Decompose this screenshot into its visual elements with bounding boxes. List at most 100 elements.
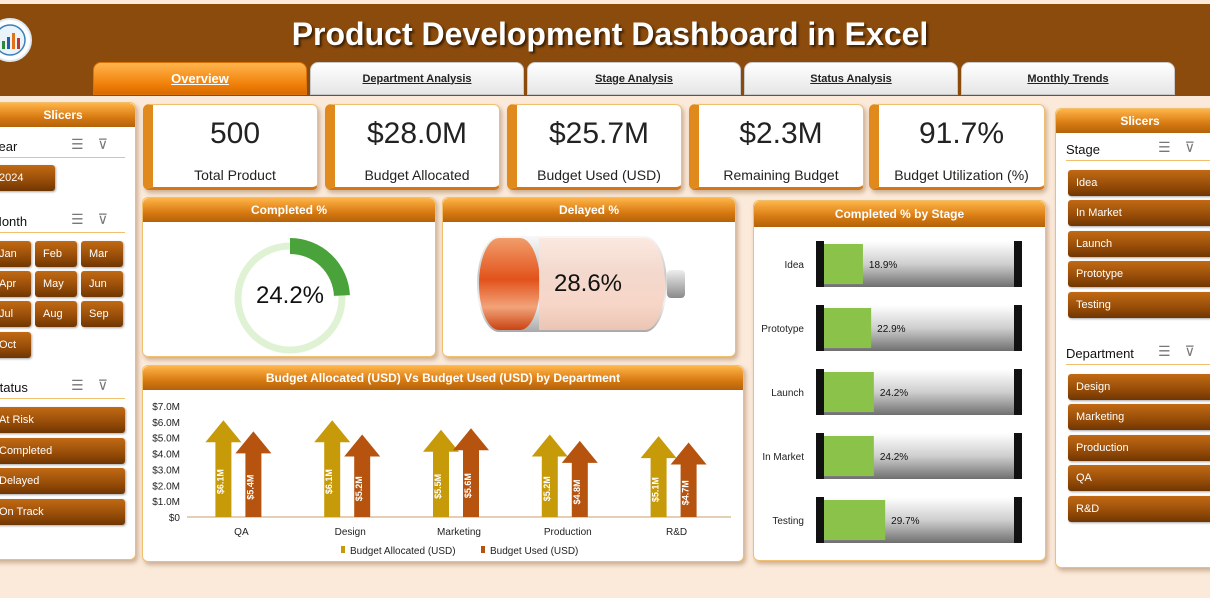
left-slicer-title: Slicers xyxy=(0,103,135,127)
clear-filter-icon[interactable]: ⊽ xyxy=(97,136,108,152)
clear-filter-icon[interactable]: ⊽ xyxy=(1184,139,1195,155)
month-item-may[interactable]: May xyxy=(35,271,77,297)
month-item-sep[interactable]: Sep xyxy=(81,301,123,327)
y-tick-label: $2.0M xyxy=(152,481,180,492)
stage-label: Testing xyxy=(772,516,804,527)
tab-overview[interactable]: Overview xyxy=(93,62,307,95)
bar-data-label: $6.1M xyxy=(215,469,225,494)
kpi-remaining-budget: $2.3M Remaining Budget xyxy=(689,104,864,190)
stage-data-label: 22.9% xyxy=(877,324,905,335)
month-item-apr[interactable]: Apr xyxy=(0,271,31,297)
department-item-production[interactable]: Production xyxy=(1068,435,1210,461)
month-item-jul[interactable]: Jul xyxy=(0,301,31,327)
stage-item-launch[interactable]: Launch xyxy=(1068,231,1210,257)
x-tick-label: Production xyxy=(544,527,592,538)
page-title: Product Development Dashboard in Excel xyxy=(291,16,929,52)
month-item-jun[interactable]: Jun xyxy=(81,271,123,297)
stage-track-cap-right xyxy=(1014,497,1022,543)
battery-fill xyxy=(479,238,540,330)
month-item-mar[interactable]: Mar xyxy=(81,241,123,267)
status-item-on-track[interactable]: On Track xyxy=(0,499,125,525)
stage-data-label: 24.2% xyxy=(880,452,908,463)
delayed-title: Delayed % xyxy=(443,198,735,222)
tab-department-analysis[interactable]: Department Analysis xyxy=(310,62,524,95)
bar-data-label: $4.8M xyxy=(572,479,582,504)
department-item-rd[interactable]: R&D xyxy=(1068,496,1210,522)
stage-item-idea[interactable]: Idea xyxy=(1068,170,1210,196)
bar-data-label: $4.7M xyxy=(681,480,691,505)
status-slicer-label: Status xyxy=(0,380,28,395)
month-item-jan[interactable]: Jan xyxy=(0,241,31,267)
legend-used-swatch xyxy=(481,546,485,553)
y-tick-label: $3.0M xyxy=(152,465,180,476)
bar-data-label: $5.2M xyxy=(542,476,552,501)
budget-chart-title: Budget Allocated (USD) Vs Budget Used (U… xyxy=(143,366,743,390)
stage-chart-title: Completed % by Stage xyxy=(754,201,1045,227)
bar-data-label: $5.5M xyxy=(433,474,443,499)
stage-bar xyxy=(824,372,874,412)
stage-label: Idea xyxy=(785,260,805,271)
tab-stage-analysis[interactable]: Stage Analysis xyxy=(527,62,741,95)
allocated-bar xyxy=(314,420,351,517)
legend-label: Budget Allocated (USD) xyxy=(350,546,456,557)
kpi-value: 91.7% xyxy=(918,117,1005,150)
kpi-label: Budget Allocated xyxy=(364,167,470,183)
legend-label: Budget Used (USD) xyxy=(490,546,578,557)
status-item-completed[interactable]: Completed xyxy=(0,438,125,464)
allocated-bar xyxy=(205,420,242,517)
tab-status-analysis[interactable]: Status Analysis xyxy=(744,62,958,95)
used-bar xyxy=(344,434,381,517)
status-slicer-header: Status ☰ ⊽ xyxy=(0,377,125,399)
department-item-design[interactable]: Design xyxy=(1068,374,1210,400)
allocated-bar xyxy=(640,436,677,517)
budget-chart: $0 $1.0M $2.0M $3.0M $4.0M $5.0M $6.0M $7.0M $6.… xyxy=(152,402,731,557)
month-slicer-header: Month ☰ ⊽ xyxy=(0,211,125,233)
multi-select-icon[interactable]: ☰ xyxy=(1158,343,1171,359)
stage-label: Prototype xyxy=(761,324,804,335)
month-item-feb[interactable]: Feb xyxy=(35,241,77,267)
department-item-marketing[interactable]: Marketing xyxy=(1068,404,1210,430)
multi-select-icon[interactable]: ☰ xyxy=(1158,139,1171,155)
multi-select-icon[interactable]: ☰ xyxy=(71,136,84,152)
stage-item-prototype[interactable]: Prototype xyxy=(1068,261,1210,287)
stage-track-cap-left xyxy=(816,369,824,415)
x-tick-label: Design xyxy=(335,527,366,538)
clear-filter-icon[interactable]: ⊽ xyxy=(97,377,108,393)
bar-data-label: $5.4M xyxy=(245,475,255,500)
allocated-bar xyxy=(531,434,568,517)
year-item-2024[interactable]: 2024 xyxy=(0,165,55,191)
used-bar xyxy=(453,428,489,517)
stage-bar xyxy=(824,308,872,348)
stage-data-label: 18.9% xyxy=(869,260,897,271)
kpi-budget-used: $25.7M Budget Used (USD) xyxy=(507,104,682,190)
bar-data-label: $5.2M xyxy=(354,476,364,501)
month-item-oct[interactable]: Oct xyxy=(0,332,31,358)
allocated-bar xyxy=(423,429,459,517)
status-item-delayed[interactable]: Delayed xyxy=(0,468,125,494)
tab-monthly-trends[interactable]: Monthly Trends xyxy=(961,62,1175,95)
kpi-value: $25.7M xyxy=(548,117,650,150)
status-item-at-risk[interactable]: At Risk xyxy=(0,407,125,433)
clear-filter-icon[interactable]: ⊽ xyxy=(97,211,108,227)
used-bar xyxy=(235,431,272,517)
y-tick-label: $0 xyxy=(169,513,181,524)
stage-item-in-market[interactable]: In Market xyxy=(1068,200,1210,226)
y-tick-label: $7.0M xyxy=(152,402,180,413)
kpi-label: Budget Utilization (%) xyxy=(894,167,1029,183)
stage-data-label: 24.2% xyxy=(880,388,908,399)
month-item-aug[interactable]: Aug xyxy=(35,301,77,327)
clear-filter-icon[interactable]: ⊽ xyxy=(1184,343,1195,359)
completed-donut xyxy=(230,238,350,358)
kpi-value: 500 xyxy=(209,117,261,150)
stage-track-cap-left xyxy=(816,433,824,479)
right-slicer-title: Slicers xyxy=(1056,109,1210,133)
multi-select-icon[interactable]: ☰ xyxy=(71,377,84,393)
department-item-qa[interactable]: QA xyxy=(1068,465,1210,491)
multi-select-icon[interactable]: ☰ xyxy=(71,211,84,227)
delayed-panel: Delayed % 28.6% xyxy=(442,197,736,357)
stage-item-testing[interactable]: Testing xyxy=(1068,292,1210,318)
completed-panel: Completed % 24.2% xyxy=(142,197,436,358)
battery-cap xyxy=(667,270,685,298)
budget-chart-panel: Budget Allocated (USD) Vs Budget Used (U… xyxy=(142,365,744,562)
stage-track-cap-left xyxy=(816,305,824,351)
